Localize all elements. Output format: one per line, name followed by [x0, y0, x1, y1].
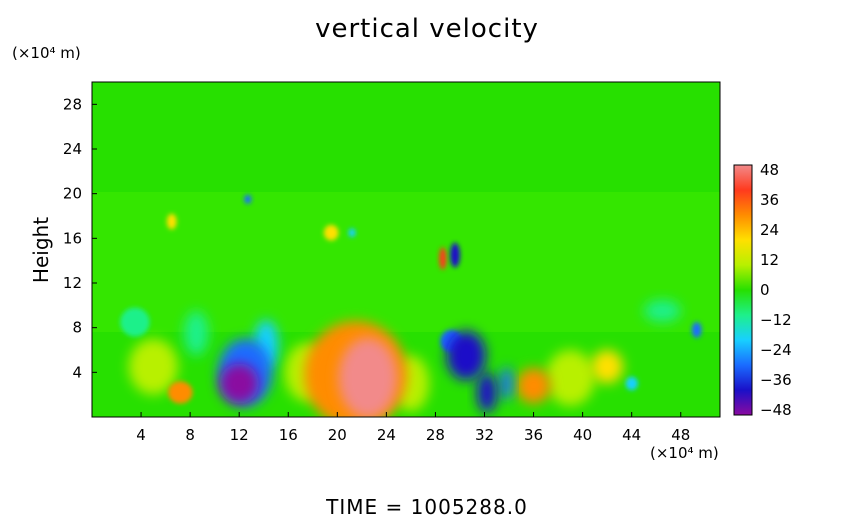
- velocity-cell: [625, 376, 638, 391]
- colorbar-tick-label: −36: [760, 371, 792, 389]
- velocity-cell: [244, 194, 252, 204]
- x-tick-label: 44: [622, 426, 641, 444]
- x-tick-label: 12: [230, 426, 249, 444]
- velocity-cell: [450, 242, 460, 268]
- x-tick-label: 48: [671, 426, 690, 444]
- x-tick-label: 16: [279, 426, 298, 444]
- x-tick-label: 32: [475, 426, 494, 444]
- colorbar-tick-label: 36: [760, 191, 779, 209]
- colorbar-tick-label: 12: [760, 251, 779, 269]
- colorbar-tick-label: −48: [760, 401, 792, 419]
- velocity-cell: [446, 331, 486, 381]
- y-unit-label: (×10⁴ m): [12, 44, 81, 62]
- y-tick-label: 20: [63, 185, 82, 203]
- velocity-cell: [183, 310, 209, 356]
- colorbar-tick-label: 0: [760, 281, 770, 299]
- velocity-cell: [691, 322, 702, 338]
- y-tick-label: 4: [72, 363, 82, 381]
- colorbar-tick-label: −12: [760, 311, 792, 329]
- velocity-cell: [338, 337, 398, 417]
- x-tick-label: 28: [426, 426, 445, 444]
- y-tick-label: 16: [63, 229, 82, 247]
- velocity-cell: [439, 247, 447, 270]
- colorbar-tick-label: −24: [760, 341, 792, 359]
- velocity-cell: [591, 350, 624, 384]
- colorbar-tick-label: 24: [760, 221, 779, 239]
- y-tick-label: 24: [63, 140, 82, 158]
- velocity-cell: [477, 372, 497, 413]
- y-tick-label: 28: [63, 95, 82, 113]
- x-tick-label: 8: [185, 426, 195, 444]
- velocity-cell: [643, 299, 681, 323]
- velocity-cell: [348, 228, 356, 238]
- velocity-cell: [120, 307, 150, 337]
- y-tick-label: 8: [72, 319, 82, 337]
- velocity-cell: [219, 363, 259, 404]
- velocity-cell: [128, 338, 178, 395]
- x-unit-label: (×10⁴ m): [650, 444, 719, 462]
- x-tick-label: 20: [328, 426, 347, 444]
- time-label: TIME = 1005288.0: [326, 495, 528, 519]
- x-tick-label: 36: [524, 426, 543, 444]
- plot-frame: [91, 81, 721, 418]
- x-tick-label: 40: [573, 426, 592, 444]
- y-axis-label: Height: [29, 216, 53, 284]
- velocity-cell: [516, 367, 551, 404]
- y-tick-label: 12: [63, 274, 82, 292]
- colorbar-tick-label: 48: [760, 161, 779, 179]
- x-tick-label: 4: [136, 426, 146, 444]
- velocity-cell: [166, 213, 177, 230]
- chart-title: vertical velocity: [315, 14, 539, 44]
- velocity-cell: [500, 366, 513, 401]
- colorbar: [733, 164, 753, 416]
- velocity-cell: [545, 350, 595, 406]
- x-tick-label: 24: [377, 426, 396, 444]
- velocity-cell: [168, 381, 193, 404]
- velocity-cell: [323, 224, 339, 241]
- turbulent-band: [92, 192, 720, 332]
